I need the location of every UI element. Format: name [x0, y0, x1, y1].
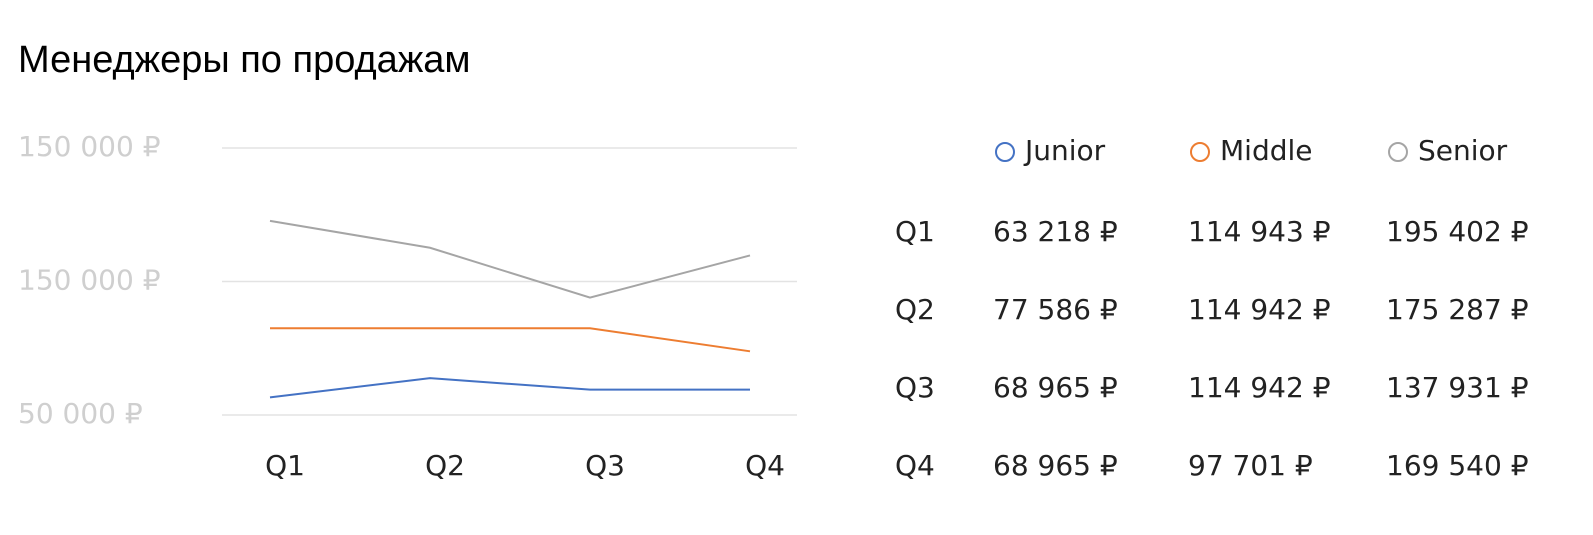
x-tick-label: Q1: [265, 449, 305, 482]
table-value: 114 943 ₽: [1188, 215, 1331, 248]
y-tick-label: 50 000 ₽: [18, 397, 143, 430]
table-row-label: Q4: [895, 449, 935, 482]
y-tick-label: 150 000 ₽: [18, 264, 161, 297]
table-row-label: Q3: [895, 371, 935, 404]
x-tick-label: Q2: [425, 449, 465, 482]
table-value: 114 942 ₽: [1188, 293, 1331, 326]
table-value: 137 931 ₽: [1386, 371, 1529, 404]
legend-label: Senior: [1418, 134, 1508, 167]
legend-label: Junior: [1023, 134, 1106, 167]
table-value: 175 287 ₽: [1386, 293, 1529, 326]
table-value: 63 218 ₽: [993, 215, 1118, 248]
table-value: 169 540 ₽: [1386, 449, 1529, 482]
table-value: 114 942 ₽: [1188, 371, 1331, 404]
table-row-label: Q2: [895, 293, 935, 326]
table-value: 195 402 ₽: [1386, 215, 1529, 248]
table-value: 68 965 ₽: [993, 371, 1118, 404]
x-tick-label: Q3: [585, 449, 625, 482]
series-line: [269, 219, 751, 299]
series-line: [269, 327, 751, 353]
chart-title: Менеджеры по продажам: [18, 39, 471, 81]
legend-marker: [1190, 142, 1210, 162]
legend-marker: [1388, 142, 1408, 162]
table-value: 77 586 ₽: [993, 293, 1118, 326]
legend-marker: [995, 142, 1015, 162]
y-tick-label: 150 000 ₽: [18, 130, 161, 163]
legend-label: Middle: [1220, 134, 1313, 167]
table-value: 68 965 ₽: [993, 449, 1118, 482]
table-row-label: Q1: [895, 215, 935, 248]
table-value: 97 701 ₽: [1188, 449, 1313, 482]
x-tick-label: Q4: [745, 449, 785, 482]
series-line: [269, 377, 750, 399]
